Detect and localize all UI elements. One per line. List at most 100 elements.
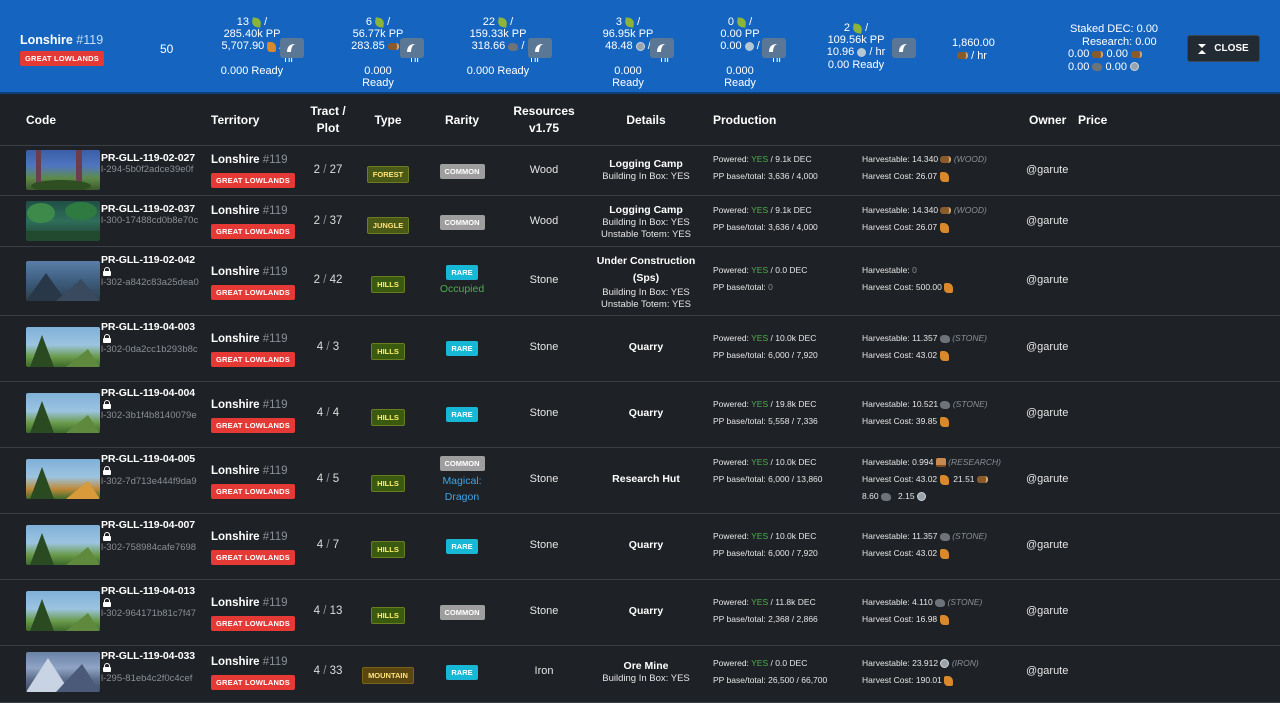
table-row[interactable]: PR-GLL-119-02-037 l-300-17488cd0b8e70c L… — [0, 196, 1280, 247]
harvest-button-grain[interactable] — [280, 38, 304, 58]
building-name: Quarry — [628, 341, 664, 353]
plot-count: 50 — [160, 42, 174, 56]
stat-auric: 0 / 0.00 PP 0.00 / hr 0.000 Ready — [690, 16, 790, 89]
harvest-type: (STONE) — [952, 531, 988, 541]
powered-status: YES — [751, 333, 769, 343]
col-tract-plot[interactable]: Tract / Plot — [310, 104, 346, 135]
col-code[interactable]: Code — [26, 112, 56, 127]
region-name: Lonshire — [20, 33, 73, 47]
table-row[interactable]: PR-GLL-119-04-005 l-302-7d713e444f9da9 L… — [0, 448, 1280, 514]
table-row[interactable]: PR-GLL-119-02-042 l-302-a842c83a25dea0 L… — [0, 247, 1280, 316]
harvest-info: Harvestable: 4.110 (STONE) Harvest Cost:… — [862, 594, 1022, 628]
grain-cost-icon — [939, 614, 949, 625]
powered-dec: / 10.0k DEC — [770, 531, 817, 541]
plot-id[interactable]: PR-GLL-119-02-027 — [101, 152, 196, 164]
plot-thumbnail[interactable] — [26, 525, 100, 565]
col-rarity[interactable]: Rarity — [444, 112, 479, 127]
owner[interactable]: @garute — [1026, 407, 1069, 419]
production: Powered: YES / 10.0k DEC PP base/total: … — [713, 457, 823, 484]
owner[interactable]: @garute — [1026, 665, 1069, 677]
wood-icon — [1131, 50, 1143, 58]
table-row[interactable]: PR-GLL-119-04-033 l-295-81eb4c2f0c4cef L… — [0, 646, 1280, 703]
territory-number: #119 — [262, 333, 288, 345]
harvest-cost-label: Harvest Cost: — [862, 282, 914, 292]
col-type[interactable]: Type — [374, 112, 402, 127]
harvest-cost: 43.02 — [915, 474, 938, 484]
plot-thumbnail[interactable] — [26, 261, 100, 301]
harvest-button-wood[interactable] — [400, 38, 424, 58]
grain-icon — [374, 16, 385, 28]
building-name: Quarry — [628, 539, 664, 551]
plot-number: 42 — [329, 274, 343, 286]
harvest-button-stone[interactable] — [528, 38, 552, 58]
harvest-type: (STONE) — [952, 333, 988, 343]
grain-cost-icon — [939, 548, 949, 559]
owner[interactable]: @garute — [1026, 215, 1069, 227]
harvestable-value: 14.340 — [912, 154, 939, 164]
harvestable-value: 4.110 — [912, 597, 933, 607]
plot-id[interactable]: PR-GLL-119-04-003 — [101, 321, 196, 333]
table-row[interactable]: PR-GLL-119-02-027 l-294-5b0f2adce39e0f L… — [0, 146, 1280, 196]
territory-name: Lonshire — [211, 465, 260, 477]
harvest-button-research[interactable] — [892, 38, 916, 58]
plot-thumbnail[interactable] — [26, 150, 100, 190]
harvest-button-auric[interactable] — [762, 38, 786, 58]
territory-name: Lonshire — [211, 399, 260, 411]
stat-rate: 0.00 — [720, 40, 742, 53]
table-row[interactable]: PR-GLL-119-04-013 l-302-964171b81c7f47 L… — [0, 580, 1280, 646]
owner[interactable]: @garute — [1026, 605, 1069, 617]
table-row[interactable]: PR-GLL-119-04-004 l-302-3b1f4b8140079e L… — [0, 382, 1280, 448]
owner[interactable]: @garute — [1026, 341, 1069, 353]
territory: Lonshire #119 GREAT LOWLANDS — [211, 399, 311, 433]
rarity: COMMON — [428, 164, 496, 179]
plot-id[interactable]: PR-GLL-119-04-005 — [101, 453, 196, 465]
owner[interactable]: @garute — [1026, 274, 1069, 286]
col-production[interactable]: Production — [713, 112, 777, 127]
stat-pp: 159.33k PP — [469, 28, 527, 41]
tract-plot: 2 / 37 — [313, 215, 343, 227]
col-owner[interactable]: Owner — [1029, 112, 1067, 127]
harvest-button-iron[interactable] — [650, 38, 674, 58]
table-row[interactable]: PR-GLL-119-04-007 l-302-758984cafe7698 L… — [0, 514, 1280, 580]
col-price[interactable]: Price — [1078, 112, 1108, 127]
owner[interactable]: @garute — [1026, 473, 1069, 485]
col-details[interactable]: Details — [626, 112, 666, 127]
grain-cost-icon — [939, 416, 949, 427]
plot-id[interactable]: PR-GLL-119-04-004 — [101, 387, 196, 399]
plot-thumbnail[interactable] — [26, 393, 100, 433]
plot-id[interactable]: PR-GLL-119-02-037 — [101, 203, 196, 215]
stat-ready: 0.000 Ready — [220, 64, 284, 77]
plot-id[interactable]: PR-GLL-119-04-013 — [101, 585, 196, 597]
table-header: Code Territory Tract / Plot Type Rarity … — [0, 94, 1280, 146]
plot-id[interactable]: PR-GLL-119-04-033 — [101, 650, 196, 662]
plot-id[interactable]: PR-GLL-119-02-042 — [101, 254, 196, 266]
close-button[interactable]: CLOSE — [1187, 35, 1260, 62]
plot-thumbnail[interactable] — [26, 201, 100, 241]
lock-icon — [103, 334, 111, 343]
hills-scene-image — [30, 401, 100, 433]
research-icon — [857, 48, 867, 57]
plot-hash: l-295-81eb4c2f0c4cef — [101, 673, 193, 684]
plot-thumbnail[interactable] — [26, 591, 100, 631]
col-territory[interactable]: Territory — [211, 112, 260, 127]
plot-thumbnail[interactable] — [26, 327, 100, 367]
type-label: HILLS — [371, 409, 405, 426]
powered-dec: / 9.1k DEC — [770, 154, 812, 164]
type-badge: JUNGLE — [364, 215, 412, 234]
stat-stone: 22 / 159.33k PP 318.66 / hr 0.000 Ready — [448, 16, 548, 77]
rarity-badge: RARE — [446, 665, 478, 680]
col-resources[interactable]: Resources v1.75 — [513, 104, 575, 135]
harvest-sickle-icon — [407, 44, 415, 52]
plot-thumbnail[interactable] — [26, 459, 100, 499]
table-row[interactable]: PR-GLL-119-04-003 l-302-0da2cc1b293b8c L… — [0, 316, 1280, 382]
harvest-cost-label: Harvest Cost: — [862, 614, 914, 624]
stat-count: 3 — [615, 16, 622, 28]
tract-number: 2 — [313, 164, 320, 176]
plot-id[interactable]: PR-GLL-119-04-007 — [101, 519, 196, 531]
owner[interactable]: @garute — [1026, 539, 1069, 551]
owner[interactable]: @garute — [1026, 164, 1069, 176]
harvestable-label: Harvestable: — [862, 457, 910, 467]
territory-number: #119 — [262, 597, 288, 609]
plot-thumbnail[interactable] — [26, 652, 100, 692]
stat-research: 2 / 109.56k PP 10.96 / hr 0.00 Ready — [806, 22, 906, 71]
